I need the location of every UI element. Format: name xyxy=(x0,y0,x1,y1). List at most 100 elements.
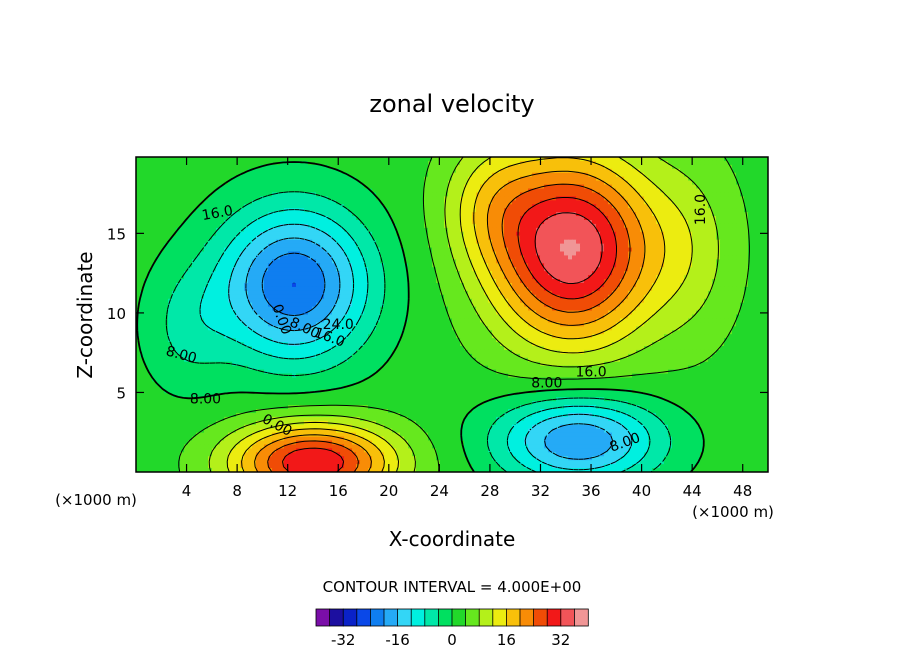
field-cell xyxy=(636,196,641,201)
field-cell xyxy=(180,251,185,257)
field-cell xyxy=(552,271,557,276)
field-cell xyxy=(728,216,733,221)
field-cell xyxy=(452,243,457,249)
field-cell xyxy=(520,227,525,233)
field-cell xyxy=(480,247,485,253)
field-cell xyxy=(356,212,361,217)
field-cell xyxy=(648,267,653,272)
field-cell xyxy=(268,263,273,268)
field-cell xyxy=(408,192,413,197)
field-cell xyxy=(196,176,201,182)
field-cell xyxy=(376,251,381,257)
field-cell xyxy=(576,180,581,186)
field-cell xyxy=(360,235,365,241)
field-cell xyxy=(540,172,545,178)
field-cell xyxy=(372,267,377,272)
field-cell xyxy=(592,200,597,205)
field-cell xyxy=(664,157,669,162)
field-cell xyxy=(504,267,509,272)
field-cell xyxy=(488,227,493,233)
field-cell xyxy=(552,200,557,205)
field-cell xyxy=(604,263,609,268)
field-cell xyxy=(504,188,509,194)
field-cell xyxy=(180,200,185,205)
field-cell xyxy=(460,204,465,209)
field-cell xyxy=(360,168,365,174)
field-cell xyxy=(568,263,573,268)
field-cell xyxy=(284,160,289,166)
field-cell xyxy=(404,192,409,197)
field-cell xyxy=(252,200,257,205)
field-cell xyxy=(692,196,697,201)
field-cell xyxy=(248,208,253,213)
field-cell xyxy=(460,247,465,253)
field-cell xyxy=(296,188,301,194)
field-cell xyxy=(480,176,485,182)
field-cell xyxy=(516,279,521,284)
field-cell xyxy=(440,160,445,166)
field-cell xyxy=(368,259,373,264)
field-cell xyxy=(144,188,149,194)
field-cell xyxy=(304,157,309,162)
field-cell xyxy=(356,259,361,264)
field-cell xyxy=(728,263,733,268)
field-cell xyxy=(660,220,665,225)
field-cell xyxy=(684,255,689,260)
field-cell xyxy=(408,259,413,264)
field-cell xyxy=(536,208,541,213)
field-cell xyxy=(384,251,389,257)
field-cell xyxy=(600,164,605,170)
field-cell xyxy=(368,168,373,174)
field-cell xyxy=(416,192,421,197)
field-cell xyxy=(152,235,157,241)
field-cell xyxy=(364,172,369,178)
field-cell xyxy=(332,164,337,170)
field-cell xyxy=(328,279,333,284)
field-cell xyxy=(684,164,689,170)
field-cell xyxy=(704,168,709,174)
field-cell xyxy=(480,164,485,170)
field-cell xyxy=(520,263,525,268)
field-cell xyxy=(348,223,353,229)
field-cell xyxy=(220,247,225,253)
field-cell xyxy=(644,192,649,197)
field-cell xyxy=(160,275,165,280)
field-cell xyxy=(388,231,393,237)
field-cell xyxy=(752,200,757,205)
field-cell xyxy=(528,251,533,257)
field-cell xyxy=(596,271,601,276)
field-cell xyxy=(448,200,453,205)
field-cell xyxy=(468,200,473,205)
field-cell xyxy=(704,227,709,233)
field-cell xyxy=(432,279,437,284)
field-cell xyxy=(484,279,489,284)
field-cell xyxy=(556,160,561,166)
field-cell xyxy=(312,196,317,201)
field-cell xyxy=(308,176,313,182)
field-cell xyxy=(468,263,473,268)
field-cell xyxy=(444,263,449,268)
field-cell xyxy=(396,267,401,272)
field-cell xyxy=(440,275,445,280)
field-cell xyxy=(576,239,581,245)
field-cell xyxy=(456,247,461,253)
field-cell xyxy=(284,168,289,174)
field-cell xyxy=(204,220,209,225)
field-cell xyxy=(672,275,677,280)
field-cell xyxy=(556,223,561,229)
field-cell xyxy=(224,172,229,178)
field-cell xyxy=(348,239,353,245)
field-cell xyxy=(312,164,317,170)
field-cell xyxy=(500,235,505,241)
field-cell xyxy=(152,223,157,229)
field-cell xyxy=(268,267,273,272)
field-cell xyxy=(376,255,381,260)
field-cell xyxy=(760,200,765,205)
field-cell xyxy=(484,176,489,182)
field-cell xyxy=(312,176,317,182)
field-cell xyxy=(652,239,657,245)
field-cell xyxy=(664,196,669,201)
field-cell xyxy=(712,267,717,272)
field-cell xyxy=(220,235,225,241)
field-cell xyxy=(344,192,349,197)
